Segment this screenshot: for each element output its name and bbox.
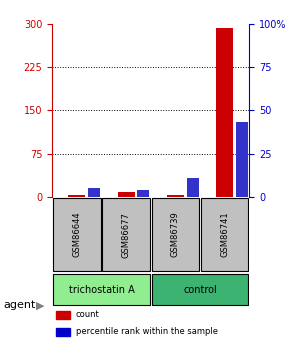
FancyBboxPatch shape [53, 198, 101, 271]
Bar [236, 122, 248, 197]
Text: GSM86677: GSM86677 [122, 212, 131, 257]
Text: GSM86644: GSM86644 [72, 212, 81, 257]
Text: control: control [183, 285, 217, 295]
Text: GSM86739: GSM86739 [171, 212, 180, 257]
Bar [68, 196, 86, 197]
FancyBboxPatch shape [53, 274, 150, 305]
Bar [88, 188, 100, 197]
Bar [216, 28, 233, 197]
Text: GSM86741: GSM86741 [220, 212, 229, 257]
Text: trichostatin A: trichostatin A [69, 285, 134, 295]
Bar [56, 328, 70, 336]
Bar [187, 178, 199, 197]
FancyBboxPatch shape [102, 198, 150, 271]
FancyBboxPatch shape [152, 198, 199, 271]
Bar [56, 311, 70, 318]
Bar [137, 190, 149, 197]
Text: percentile rank within the sample: percentile rank within the sample [76, 327, 218, 336]
FancyBboxPatch shape [152, 274, 249, 305]
Text: count: count [76, 310, 99, 319]
FancyBboxPatch shape [201, 198, 249, 271]
Bar [117, 192, 135, 197]
Bar [167, 195, 184, 197]
Text: agent: agent [3, 300, 35, 310]
Text: ▶: ▶ [36, 300, 45, 310]
